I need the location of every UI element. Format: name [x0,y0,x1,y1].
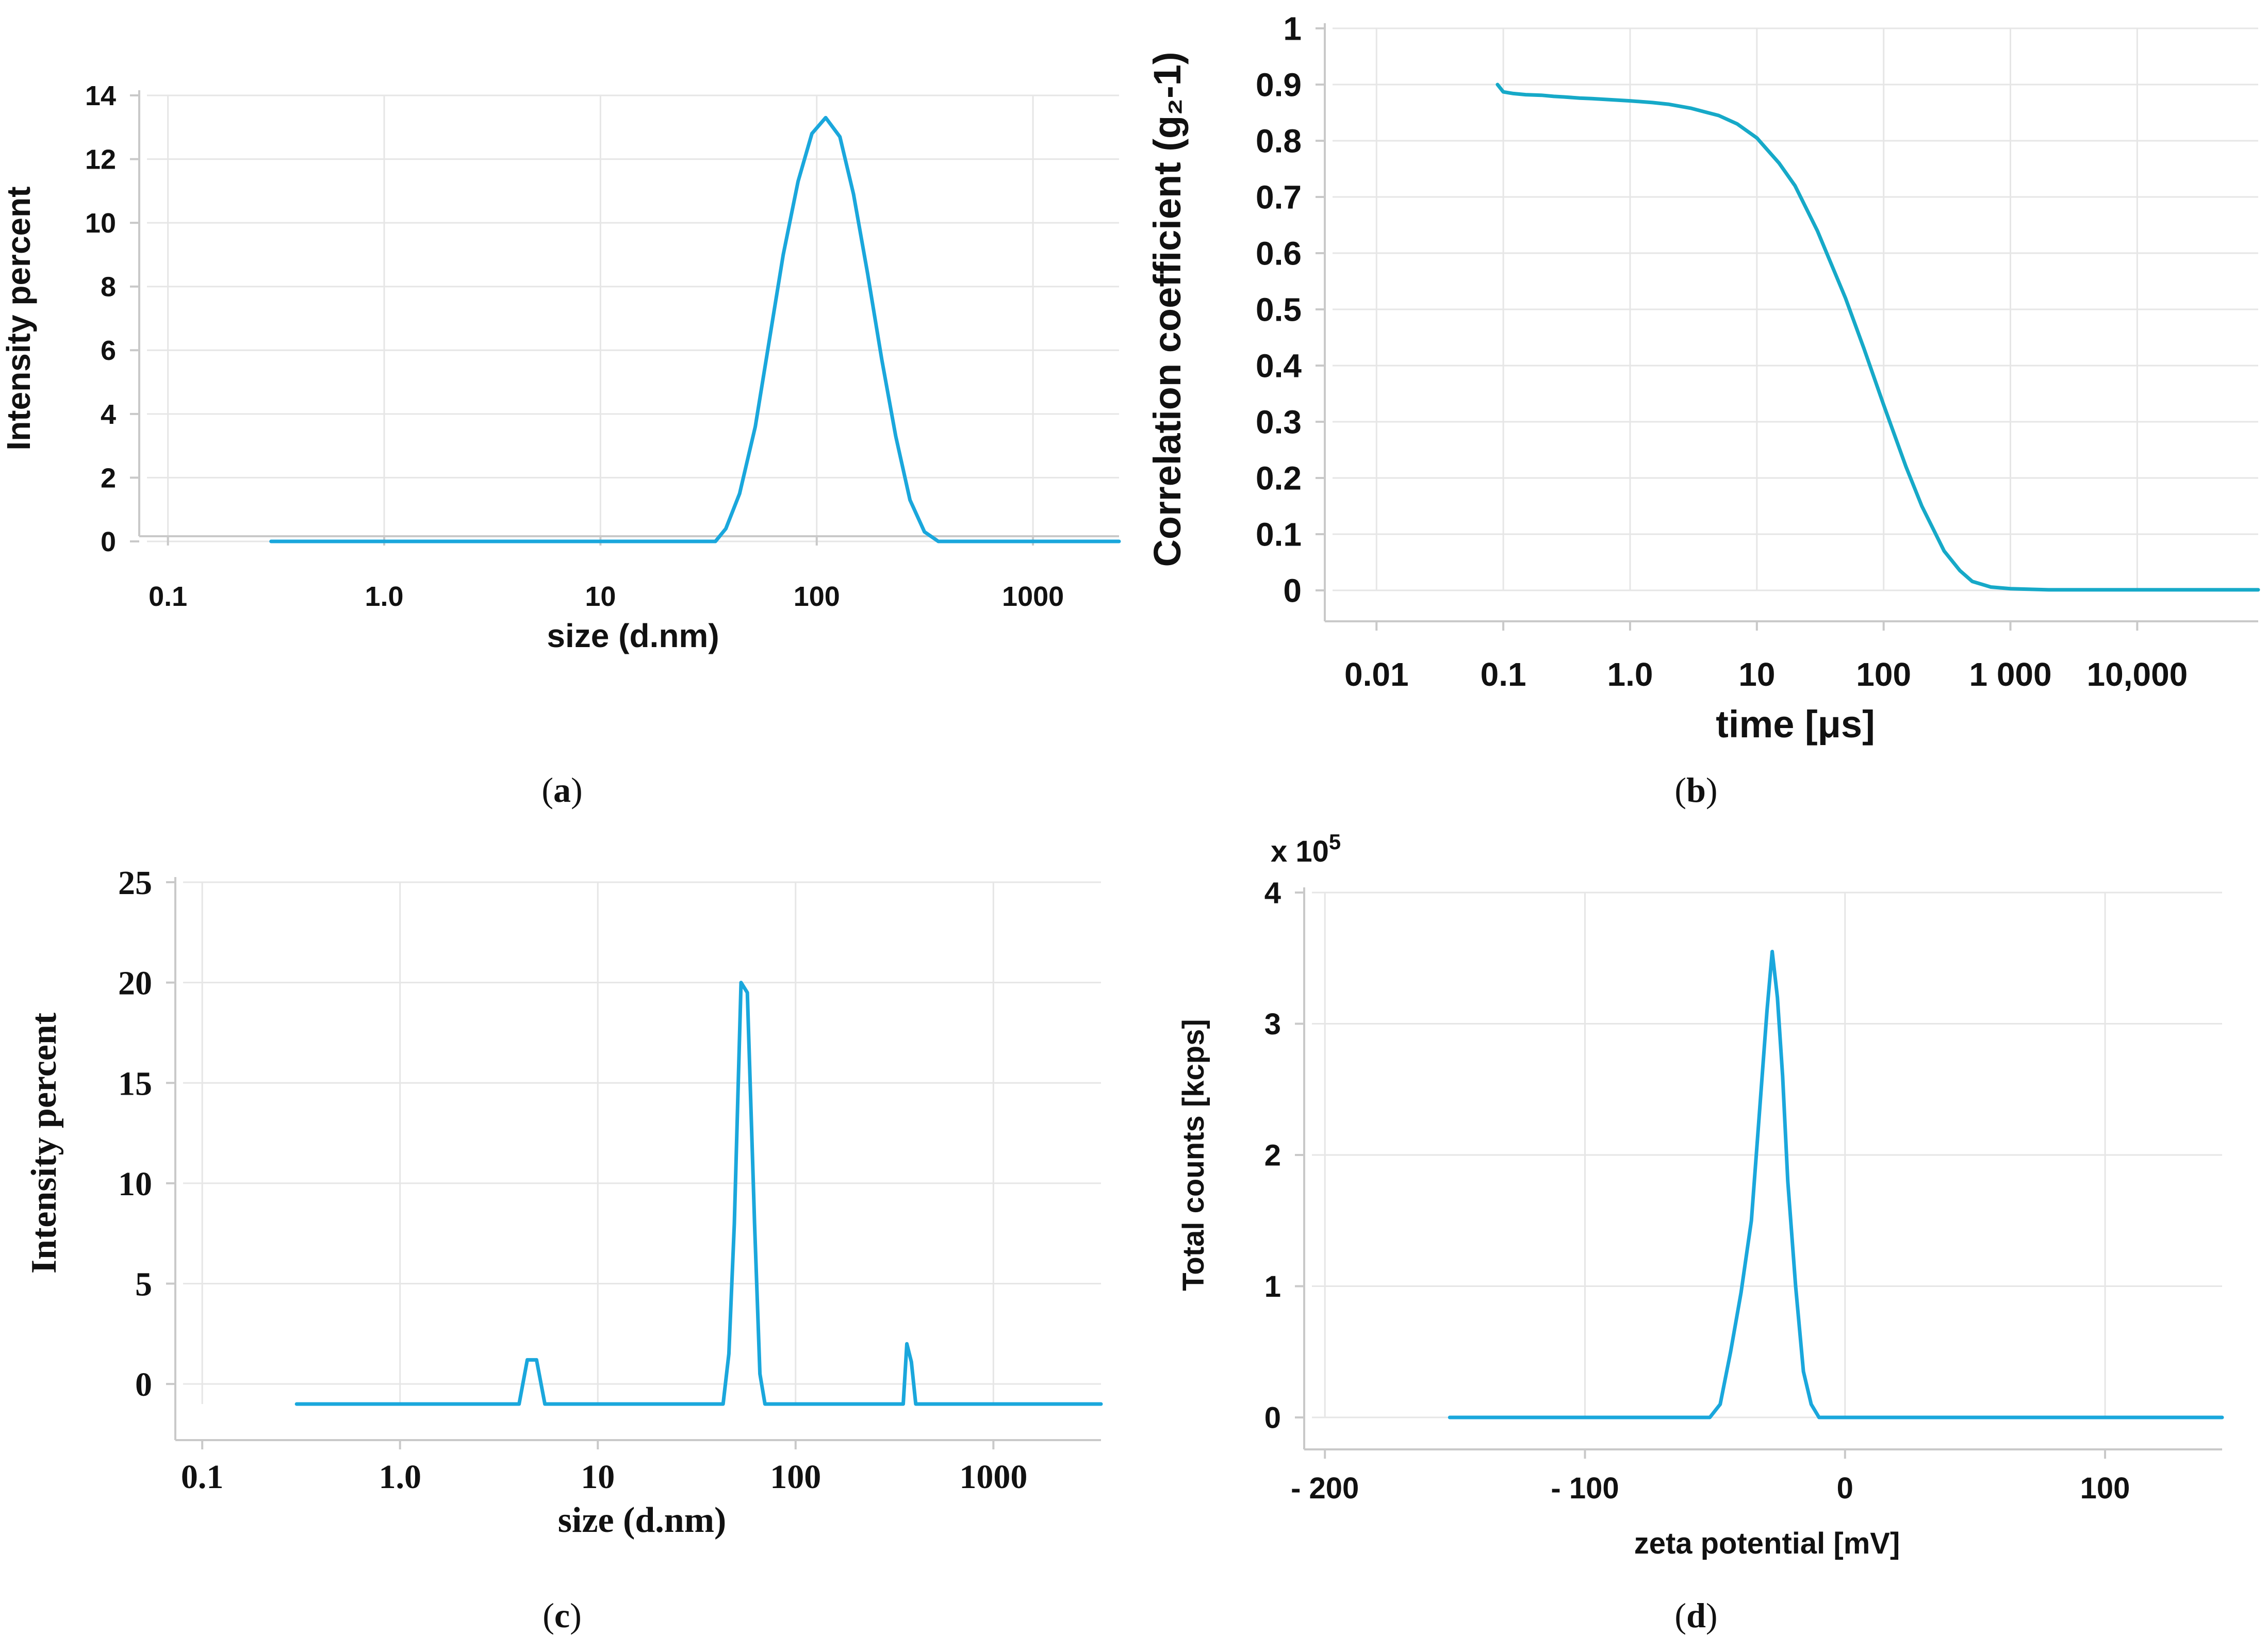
x-tick-label: 100 [2080,1472,2130,1505]
x-tick-label: - 200 [1291,1472,1359,1505]
panel-caption: (d) [1674,1596,1717,1635]
y-axis-title: Intensity percent [0,186,37,450]
y-tick-label: 0.9 [1256,66,1302,103]
y-tick-label: 1 [1264,1270,1281,1303]
panel-a-chart: 0 2 4 6 8 10 12 14 0.1 1.0 10 100 1000 size (d.nm) Int… [0,80,1121,810]
y-tick-label: 8 [101,272,116,303]
x-tick-label: 100 [1856,656,1911,693]
panel-caption: (c) [543,1596,582,1635]
x-axis-title: time [μs] [1716,703,1875,746]
y-tick-label: 20 [118,965,152,1002]
x-axis-title: zeta potential [mV] [1634,1527,1900,1560]
y-tick-label: 10 [85,208,116,239]
y-tick-label: 0.1 [1256,516,1302,553]
y-tick-label: 3 [1264,1008,1281,1041]
x-tick-label: - 100 [1551,1472,1619,1505]
x-tick-label: 0.1 [181,1458,224,1496]
y-tick-label: 14 [85,80,116,111]
y-tick-label: 25 [118,864,152,902]
y-tick-label: 6 [101,335,116,366]
caption-letter: b [1686,770,1706,810]
x-tick-label: 1.0 [1607,656,1653,693]
x-tick-label: 100 [794,581,840,612]
panel-c-chart: 0 5 10 15 20 25 0.1 1.0 10 100 1000 size (d.nm) Inte… [24,864,1103,1635]
panel-d-chart: 0 1 2 3 4 - 200 - 100 0 100 zeta potential [mV] To… [1177,830,2224,1635]
y-tick-label: 0.2 [1256,459,1302,497]
y-tick-label: 4 [101,399,116,430]
x-tick-label: 10,000 [2087,656,2188,693]
caption-paren-close: ) [571,770,583,810]
y-tick-label: 0.6 [1256,235,1302,272]
caption-paren-close: ) [570,1596,582,1635]
caption-paren-open: ( [543,1596,554,1635]
x-tick-label: 0.01 [1344,656,1409,693]
y-axis-title: Total counts [kcps] [1177,1019,1210,1291]
y-tick-label: 4 [1264,876,1281,910]
y-tick-label: 0 [1283,572,1302,609]
x-tick-label: 10 [581,1458,615,1496]
x-tick-label: 1.0 [379,1458,421,1496]
y-tick-label: 0 [135,1366,152,1404]
x-tick-label: 10 [1738,656,1775,693]
x-tick-label: 0.1 [1481,656,1526,693]
series-line-c [294,981,1103,1406]
x-axis-title: size (d.nm) [558,1500,727,1540]
series-line-b [1495,82,2260,592]
caption-paren-open: ( [1674,1596,1686,1635]
y-tick-label: 0.7 [1256,178,1302,216]
y-axis-title: Intensity percent [24,1013,64,1274]
y-multiplier-label: x 105 [1271,830,1341,868]
y-tick-label: 5 [135,1266,152,1303]
y-tick-label: 0.3 [1256,403,1302,440]
y-multiplier-exponent: 5 [1329,830,1341,854]
caption-paren-open: ( [1674,770,1686,810]
y-tick-label: 0.5 [1256,291,1302,328]
x-tick-label: 10 [585,581,616,612]
y-tick-label: 1 [1283,10,1302,47]
y-axis-title: Correlation coefficient (g₂-1) [1146,52,1189,567]
y-tick-label: 15 [118,1065,152,1102]
x-axis-title: size (d.nm) [547,617,719,654]
series-line-a [269,115,1121,543]
caption-letter: a [553,770,571,810]
x-tick-label: 1.0 [365,581,403,612]
caption-paren-close: ) [1706,1596,1718,1635]
caption-letter: d [1686,1596,1706,1635]
x-tick-label: 1000 [1002,581,1064,612]
y-tick-label: 0.8 [1256,122,1302,159]
x-tick-label: 1 000 [1969,656,2051,693]
series-line-d [1448,950,2224,1419]
x-tick-label: 1000 [959,1458,1027,1496]
x-tick-label: 0 [1837,1472,1853,1505]
x-tick-label: 100 [770,1458,821,1496]
panel-caption: (b) [1674,770,1717,810]
caption-paren-open: ( [541,770,553,810]
panel-b-chart: 0 0.1 0.2 0.3 0.4 0.5 0.6 0.7 0.8 0.9 1 0.01 0.1 1.0 1… [1146,10,2260,810]
y-tick-label: 0 [1264,1401,1281,1434]
y-tick-label: 0 [101,526,116,557]
y-tick-label: 2 [101,463,116,493]
y-tick-label: 10 [118,1165,152,1203]
x-tick-label: 0.1 [149,581,187,612]
y-tick-label: 12 [85,144,116,175]
panel-caption: (a) [541,770,582,810]
y-tick-label: 2 [1264,1138,1281,1172]
caption-paren-close: ) [1706,770,1718,810]
y-tick-label: 0.4 [1256,347,1302,384]
caption-letter: c [554,1596,570,1635]
